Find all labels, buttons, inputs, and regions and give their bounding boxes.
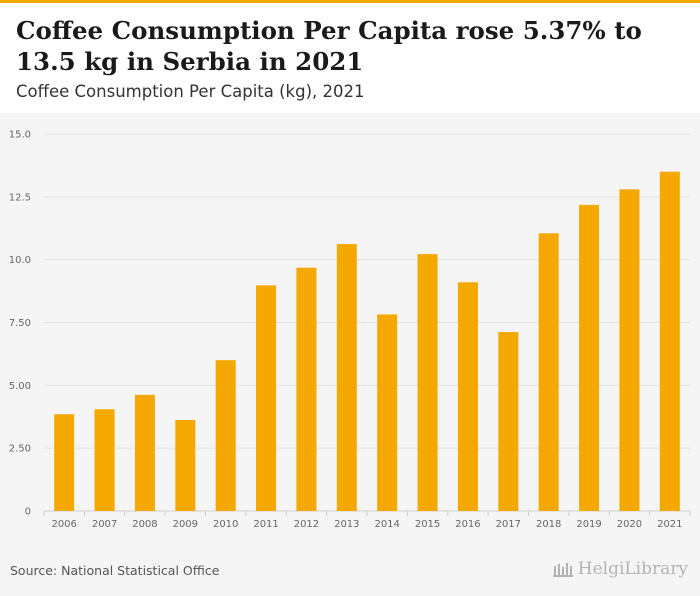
x-tick-label: 2009 bbox=[173, 519, 198, 530]
y-tick-label: 15.0 bbox=[9, 130, 31, 141]
bar bbox=[538, 233, 559, 511]
x-tick-label: 2020 bbox=[617, 519, 642, 530]
y-tick-label: 5.00 bbox=[9, 381, 31, 392]
x-tick-label: 2010 bbox=[213, 519, 238, 530]
x-tick-label: 2006 bbox=[51, 519, 76, 530]
x-tick-label: 2021 bbox=[657, 519, 682, 530]
x-tick-label: 2016 bbox=[455, 519, 480, 530]
x-tick-label: 2015 bbox=[415, 519, 440, 530]
x-tick-label: 2013 bbox=[334, 519, 359, 530]
bar bbox=[54, 414, 75, 511]
bar bbox=[377, 314, 398, 511]
bar bbox=[417, 254, 438, 511]
accent-bar bbox=[0, 0, 700, 3]
x-tick-label: 2007 bbox=[92, 519, 117, 530]
source-note: Source: National Statistical Office bbox=[10, 563, 220, 578]
y-tick-label: 7.50 bbox=[9, 318, 31, 329]
brand-name: HelgiLibrary bbox=[577, 559, 688, 579]
bar bbox=[579, 204, 600, 511]
x-tick-label: 2008 bbox=[132, 519, 157, 530]
brand-logo[interactable]: HelgiLibrary bbox=[552, 559, 688, 579]
y-tick-label: 2.50 bbox=[9, 444, 31, 455]
x-tick-label: 2012 bbox=[294, 519, 319, 530]
x-tick-label: 2017 bbox=[496, 519, 521, 530]
bar bbox=[94, 409, 115, 511]
x-tick-label: 2011 bbox=[253, 519, 278, 530]
bar bbox=[336, 244, 357, 512]
chart-panel: 0 2.50 5.00 7.50 10.0 12.5 15.0 2006 2007 2008 200… bbox=[0, 113, 700, 596]
bar bbox=[296, 267, 317, 511]
y-tick-label: 12.5 bbox=[9, 192, 31, 203]
header: Coffee Consumption Per Capita rose 5.37%… bbox=[0, 3, 700, 113]
bar-chart: 0 2.50 5.00 7.50 10.0 12.5 15.0 2006 2007 2008 200… bbox=[9, 130, 691, 530]
bar bbox=[256, 285, 277, 511]
bar bbox=[134, 394, 155, 511]
x-tick-label: 2018 bbox=[536, 519, 561, 530]
bar bbox=[498, 332, 519, 511]
library-icon bbox=[552, 563, 573, 577]
y-tick-label: 10.0 bbox=[9, 255, 31, 266]
bar bbox=[619, 189, 640, 511]
x-tick-label: 2014 bbox=[374, 519, 399, 530]
chart-subtitle: Coffee Consumption Per Capita (kg), 2021 bbox=[16, 82, 365, 101]
bar bbox=[175, 420, 196, 511]
x-tick-label: 2019 bbox=[576, 519, 601, 530]
bar bbox=[457, 282, 478, 511]
bar bbox=[215, 360, 236, 511]
y-tick-label: 0 bbox=[25, 507, 31, 518]
bar bbox=[659, 171, 680, 511]
page-title: Coffee Consumption Per Capita rose 5.37%… bbox=[16, 16, 642, 76]
